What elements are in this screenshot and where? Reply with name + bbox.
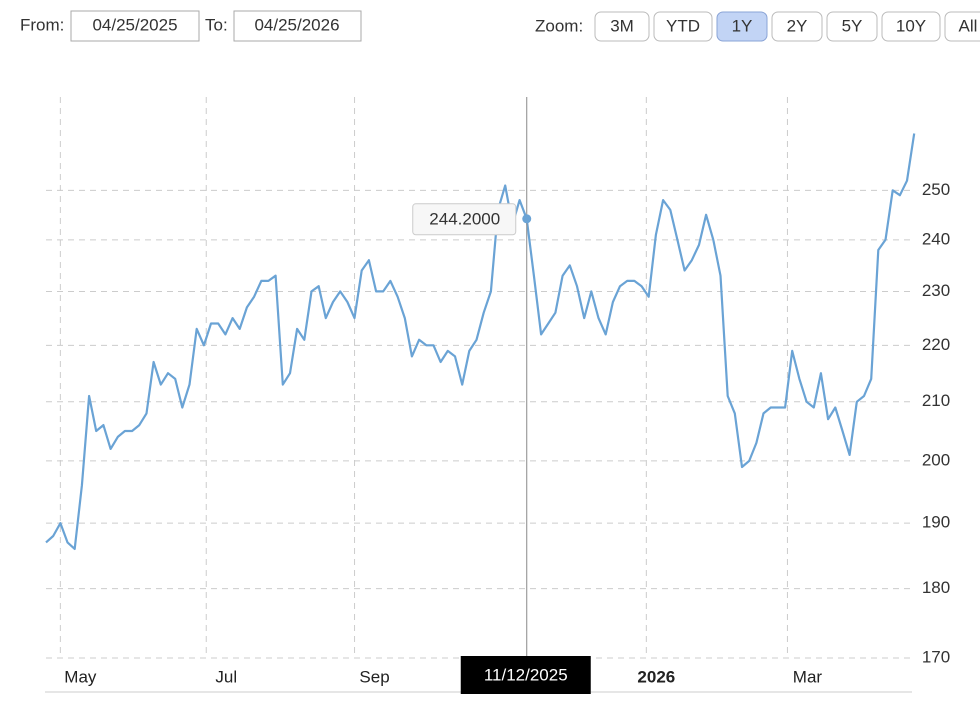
zoom-button[interactable]: [944, 11, 980, 42]
x-tick-label: May: [64, 667, 97, 686]
y-tick-label: 210: [922, 391, 950, 410]
zoom-button[interactable]: [594, 11, 650, 42]
zoom-button-label[interactable]: YTD: [666, 16, 700, 35]
zoom-button[interactable]: [881, 11, 941, 42]
y-tick-label: 200: [922, 450, 950, 469]
zoom-button[interactable]: [826, 11, 878, 42]
zoom-button-label[interactable]: 5Y: [842, 16, 863, 35]
zoom-button[interactable]: [716, 11, 768, 42]
crosshair-x-box: [460, 656, 591, 694]
crosshair-x-label: 11/12/2025: [484, 665, 568, 684]
zoom-button-label[interactable]: 2Y: [787, 16, 808, 35]
x-tick-label: 2026: [637, 667, 675, 686]
zoom-button[interactable]: [653, 11, 713, 42]
y-tick-label: 230: [922, 281, 950, 300]
price-line: [45, 133, 916, 550]
to-input[interactable]: 04/25/2026: [254, 15, 339, 34]
y-tick-label: 220: [922, 335, 950, 354]
zoom-button-label[interactable]: 1Y: [732, 16, 753, 35]
zoom-button-label[interactable]: 3M: [610, 16, 634, 35]
x-tick-label: Sep: [359, 667, 389, 686]
x-tick-label: Mar: [793, 667, 823, 686]
zoom-button-label[interactable]: All: [959, 16, 978, 35]
tooltip-box: [412, 203, 517, 236]
to-input-box[interactable]: [233, 10, 362, 42]
plot-area: 170 180 190 200 210 220 230 240 250 May Jul Sep 2026…: [45, 97, 950, 694]
from-input-box[interactable]: [70, 10, 200, 42]
zoom-label: Zoom:: [535, 16, 583, 35]
to-label: To:: [205, 15, 228, 34]
tooltip-label: 244.2000: [429, 209, 500, 228]
y-tick-label: 190: [922, 513, 950, 532]
y-tick-label: 240: [922, 229, 950, 248]
y-tick-label: 250: [922, 180, 950, 199]
zoom-buttons: 3M YTD 1Y 2Y 5Y 10Y All: [594, 11, 980, 42]
zoom-button-label[interactable]: 10Y: [896, 16, 926, 35]
y-tick-label: 170: [922, 647, 950, 666]
from-input[interactable]: 04/25/2025: [92, 15, 177, 34]
tooltip-point: [522, 214, 532, 224]
zoom-button[interactable]: [771, 11, 823, 42]
from-label: From:: [20, 15, 64, 34]
y-tick-label: 180: [922, 578, 950, 597]
x-tick-label: Jul: [215, 667, 237, 686]
